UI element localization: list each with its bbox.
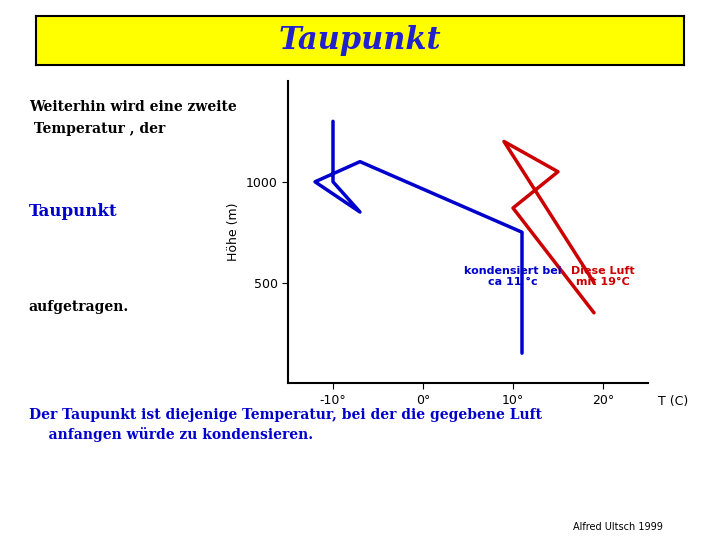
Text: T (C): T (C) [658, 395, 688, 408]
Text: Alfred Ultsch 1999: Alfred Ultsch 1999 [572, 522, 662, 532]
Text: Temperatur , der: Temperatur , der [29, 122, 165, 136]
Text: anfangen würde zu kondensieren.: anfangen würde zu kondensieren. [29, 427, 313, 442]
Text: Taupunkt: Taupunkt [29, 202, 117, 219]
Y-axis label: Höhe (m): Höhe (m) [227, 203, 240, 261]
Text: Taupunkt: Taupunkt [279, 25, 441, 56]
Text: Weiterhin wird eine zweite: Weiterhin wird eine zweite [29, 100, 237, 114]
Text: Der Taupunkt ist diejenige Temperatur, bei der die gegebene Luft: Der Taupunkt ist diejenige Temperatur, b… [29, 408, 541, 422]
Text: aufgetragen.: aufgetragen. [29, 300, 129, 314]
Text: kondensiert bei
ca 11 °c: kondensiert bei ca 11 °c [464, 266, 562, 287]
Text: Diese Luft
mit 19°C: Diese Luft mit 19°C [571, 266, 635, 287]
